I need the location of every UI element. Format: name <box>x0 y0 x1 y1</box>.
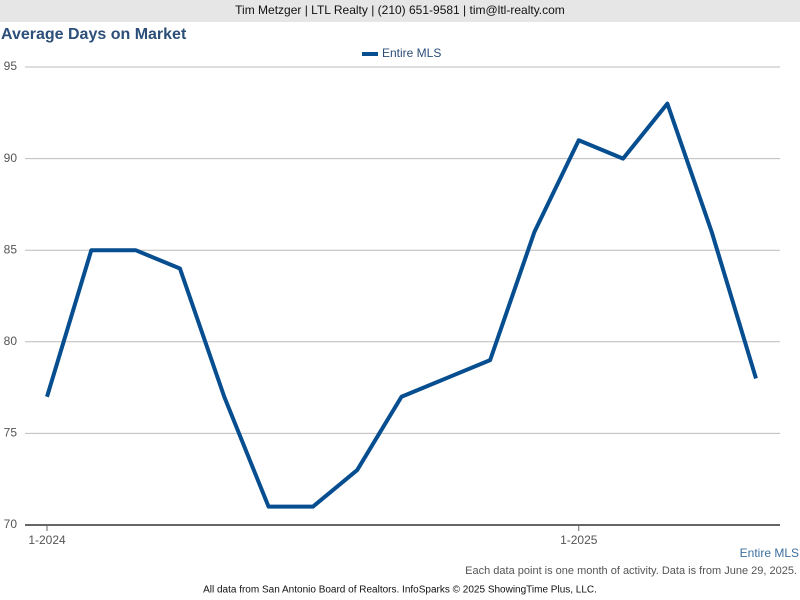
legend-label: Entire MLS <box>382 46 441 60</box>
footer: All data from San Antonio Board of Realt… <box>203 585 597 596</box>
y-tick-label: 90 <box>4 151 18 165</box>
y-tick-label: 70 <box>4 517 18 531</box>
y-tick-label: 80 <box>4 334 18 348</box>
x-tick-label: 1-2025 <box>560 533 598 547</box>
x-axis-label: Entire MLS <box>740 546 799 560</box>
header-text: Tim Metzger | LTL Realty | (210) 651-958… <box>235 3 565 17</box>
data-line <box>45 101 758 509</box>
note: Each data point is one month of activity… <box>465 565 797 577</box>
y-tick-label: 75 <box>4 426 18 440</box>
y-tick-label: 95 <box>4 59 18 73</box>
header-bar <box>0 0 800 22</box>
chart-title: Average Days on Market <box>1 26 187 43</box>
y-tick-label: 85 <box>4 242 18 256</box>
x-tick-label: 1-2024 <box>28 533 66 547</box>
